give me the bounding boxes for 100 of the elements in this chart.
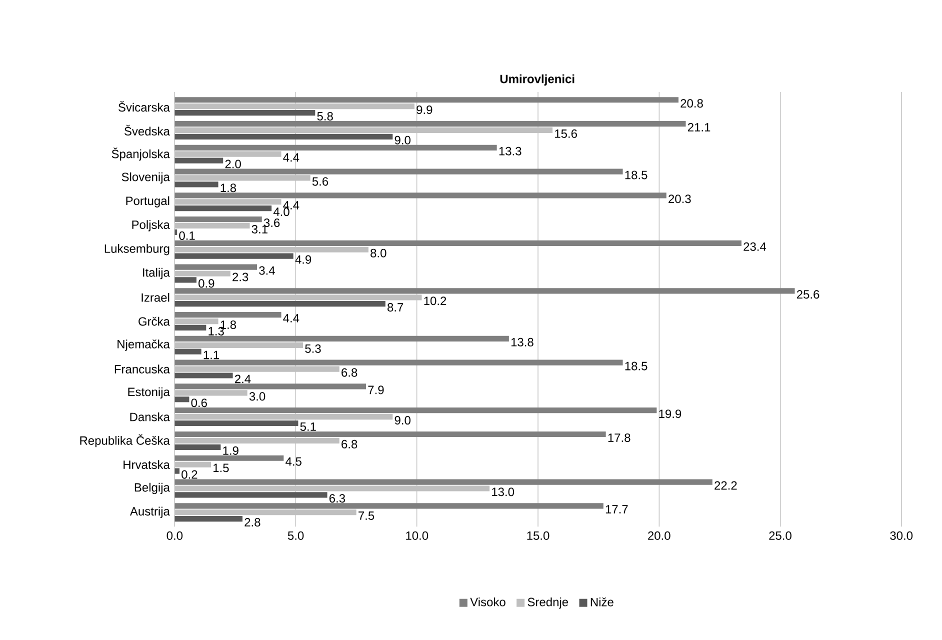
legend-label: Srednje	[528, 597, 568, 609]
x-tick-label: 5.0	[288, 531, 304, 540]
data-label: 20.3	[668, 194, 691, 204]
y-tick-label: Švedska	[124, 124, 170, 136]
data-label: 6.8	[342, 368, 358, 377]
bar	[174, 301, 386, 307]
y-tick-label: Francuska	[114, 364, 170, 374]
bar	[174, 246, 368, 252]
data-label: 0.6	[191, 398, 207, 408]
data-label: 7.9	[368, 386, 384, 394]
data-label: 8.0	[370, 248, 386, 258]
bar	[174, 414, 393, 420]
data-label: 1.1	[204, 350, 220, 360]
bar	[174, 182, 218, 188]
x-tick-label: 15.0	[527, 531, 550, 540]
y-tick-label: Grčka	[138, 316, 170, 326]
bar	[174, 127, 553, 134]
bar	[174, 444, 221, 450]
data-label: 18.5	[625, 362, 648, 370]
data-label: 22.2	[714, 481, 737, 490]
data-label: 1.8	[220, 184, 236, 192]
bar	[174, 503, 604, 509]
data-label: 15.6	[555, 129, 577, 138]
data-label: 13.0	[492, 488, 514, 496]
bar	[174, 408, 657, 414]
bar	[174, 492, 328, 498]
bar	[174, 396, 190, 402]
bar	[174, 229, 178, 235]
bar	[174, 175, 310, 181]
data-label: 13.8	[511, 338, 534, 346]
bar	[174, 312, 282, 318]
data-label: 5.6	[312, 177, 328, 186]
bar	[174, 104, 414, 110]
bar	[174, 270, 230, 276]
legend-label: Niže	[590, 597, 614, 606]
y-tick-label: Slovenija	[122, 172, 170, 184]
bar	[174, 216, 262, 222]
y-tick-label: Španjolska	[112, 148, 170, 161]
bar	[174, 240, 742, 246]
bar	[174, 144, 497, 150]
data-label: 19.9	[659, 410, 682, 418]
bar	[174, 390, 248, 396]
bar	[174, 199, 282, 205]
data-label: 8.7	[388, 303, 404, 312]
bar	[174, 120, 686, 127]
bar	[174, 468, 180, 474]
data-label: 17.7	[606, 505, 628, 514]
data-label: 17.8	[608, 433, 630, 442]
data-label: 5.8	[317, 112, 333, 120]
bar	[174, 510, 356, 516]
y-tick-label: Švicarska	[118, 101, 170, 112]
bar	[174, 455, 284, 461]
bar	[174, 318, 218, 324]
y-tick-label: Danska	[130, 412, 170, 422]
bar	[174, 431, 606, 438]
data-label: 2.4	[235, 374, 251, 384]
data-label: 4.4	[283, 314, 300, 322]
y-tick-label: Poljska	[132, 220, 170, 232]
data-label: 1.8	[220, 320, 236, 329]
y-tick-label: Belgija	[134, 482, 170, 494]
y-tick-label: Njemačka	[118, 340, 170, 351]
data-label: 6.8	[342, 440, 358, 448]
data-label: 1.3	[208, 326, 224, 336]
bar	[174, 264, 258, 270]
bar	[174, 158, 224, 164]
data-label: 25.6	[796, 290, 820, 299]
data-label: 13.3	[499, 146, 522, 156]
data-label: 2.8	[244, 518, 260, 527]
bar	[174, 253, 294, 259]
data-label: 2.3	[232, 272, 248, 282]
y-tick-label: Portugal	[126, 196, 170, 208]
bar	[174, 206, 272, 212]
bar	[174, 516, 242, 522]
data-label: 3.0	[249, 392, 266, 401]
data-label: 4.4	[283, 153, 300, 162]
bar	[174, 222, 250, 229]
bar	[174, 479, 712, 485]
bar	[174, 288, 795, 294]
x-tick-label: 20.0	[648, 531, 670, 540]
data-label: 5.3	[305, 344, 321, 353]
bar	[174, 277, 196, 283]
bar	[174, 151, 282, 157]
data-label: 4.0	[273, 208, 290, 216]
data-label: 4.4	[283, 201, 300, 210]
legend-label: Visoko	[470, 597, 506, 606]
data-label: 1.9	[223, 446, 238, 455]
bar	[174, 342, 304, 348]
bar	[174, 486, 490, 492]
data-label: 5.1	[300, 422, 316, 431]
data-label: 3.1	[252, 224, 268, 234]
data-label: 9.0	[394, 136, 410, 144]
x-tick-label: 10.0	[406, 531, 428, 540]
bar	[174, 134, 393, 140]
x-tick-label: 0.0	[166, 531, 183, 540]
y-tick-label: Austrija	[130, 506, 170, 518]
data-label: 4.5	[286, 457, 302, 466]
data-label: 0.2	[182, 470, 198, 479]
bar	[174, 420, 298, 426]
data-label: 4.9	[295, 255, 312, 264]
y-tick-label: Luksemburg	[104, 244, 170, 256]
